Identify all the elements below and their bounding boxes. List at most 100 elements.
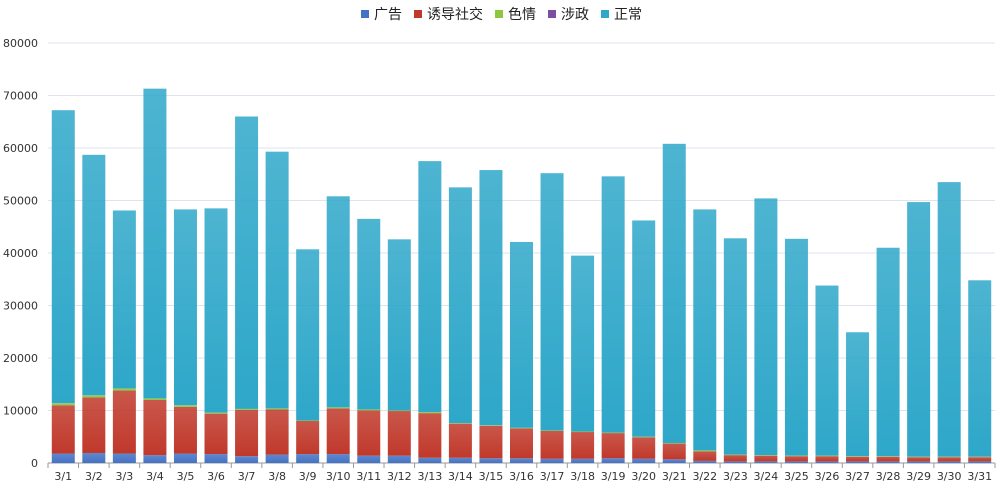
bar-segment bbox=[448, 457, 472, 463]
legend-label: 正常 bbox=[614, 7, 642, 23]
bar-segment bbox=[876, 456, 900, 457]
bar-segment bbox=[387, 411, 411, 456]
bar-segment bbox=[937, 457, 961, 462]
bar-segment bbox=[907, 457, 931, 462]
bar-segment bbox=[418, 412, 442, 414]
x-tick-label: 3/9 bbox=[299, 470, 317, 483]
bar-segment bbox=[510, 241, 533, 428]
legend-item: 广告 bbox=[361, 4, 402, 24]
bar-segment bbox=[418, 161, 442, 413]
legend-label: 涉政 bbox=[561, 7, 589, 23]
y-tick-label: 30000 bbox=[3, 300, 38, 313]
x-tick-label: 3/13 bbox=[418, 470, 443, 483]
bar-segment bbox=[51, 453, 75, 463]
legend-label: 诱导社交 bbox=[427, 7, 483, 23]
y-tick-label: 60000 bbox=[3, 142, 38, 155]
x-tick-label: 3/1 bbox=[54, 470, 72, 483]
bar-segment bbox=[907, 456, 931, 458]
bar-segment bbox=[265, 151, 289, 409]
x-tick-label: 3/19 bbox=[601, 470, 626, 483]
bar-segment bbox=[601, 458, 625, 463]
bar-segment bbox=[143, 455, 167, 463]
y-tick-label: 50000 bbox=[3, 195, 38, 208]
bar-segment bbox=[754, 461, 778, 463]
bar-segment bbox=[173, 453, 197, 463]
bar-segment bbox=[82, 453, 106, 463]
bar-segment bbox=[693, 450, 717, 452]
bar-segment bbox=[754, 455, 778, 456]
x-tick-label: 3/8 bbox=[268, 470, 286, 483]
bar-segment bbox=[693, 460, 717, 463]
chart-legend: 广告 诱导社交 色情 涉政 正常 bbox=[0, 4, 1003, 24]
bar-segment bbox=[662, 143, 686, 444]
legend-label: 广告 bbox=[374, 7, 402, 23]
bar-segment bbox=[387, 239, 411, 411]
bar-segment bbox=[173, 406, 197, 454]
x-tick-label: 3/20 bbox=[631, 470, 656, 483]
bar-segment bbox=[326, 407, 350, 409]
bar-segment bbox=[723, 455, 747, 462]
bar-segment bbox=[693, 451, 717, 461]
bar-segment bbox=[937, 456, 961, 458]
y-tick-label: 70000 bbox=[3, 90, 38, 103]
bar-segment bbox=[662, 459, 686, 463]
x-tick-label: 3/4 bbox=[146, 470, 164, 483]
legend-item: 诱导社交 bbox=[414, 4, 483, 24]
x-tick-label: 3/11 bbox=[356, 470, 381, 483]
bar-segment bbox=[723, 454, 747, 456]
bar-segment bbox=[632, 436, 656, 438]
x-tick-label: 3/22 bbox=[692, 470, 717, 483]
bar-segment bbox=[723, 238, 747, 455]
bar-segment bbox=[571, 431, 595, 433]
bars bbox=[51, 88, 992, 463]
bar-segment bbox=[510, 428, 533, 459]
bar-segment bbox=[357, 218, 381, 410]
bar-segment bbox=[723, 461, 747, 463]
bar-segment bbox=[937, 182, 961, 457]
bar-segment bbox=[265, 408, 289, 410]
bar-segment bbox=[968, 280, 992, 457]
bar-segment bbox=[754, 455, 778, 462]
bar-segment bbox=[265, 409, 289, 455]
bar-segment bbox=[784, 461, 808, 463]
bar-segment bbox=[204, 454, 228, 463]
legend-item: 色情 bbox=[495, 4, 536, 24]
bar-segment bbox=[846, 456, 870, 462]
y-tick-label: 0 bbox=[31, 457, 38, 470]
bar-segment bbox=[326, 196, 350, 408]
bar-segment bbox=[693, 209, 717, 451]
bar-segment bbox=[82, 395, 106, 398]
bar-segment bbox=[784, 456, 808, 462]
x-tick-label: 3/24 bbox=[754, 470, 779, 483]
x-tick-label: 3/18 bbox=[570, 470, 595, 483]
bar-segment bbox=[112, 390, 136, 454]
bar-segment bbox=[235, 456, 259, 463]
bar-segment bbox=[112, 388, 136, 391]
legend-swatch bbox=[601, 10, 609, 18]
bar-segment bbox=[876, 456, 900, 462]
x-tick-label: 3/31 bbox=[967, 470, 992, 483]
bar-segment bbox=[846, 456, 870, 457]
x-tick-label: 3/2 bbox=[85, 470, 103, 483]
bar-segment bbox=[662, 443, 686, 460]
bar-segment bbox=[571, 458, 595, 463]
bar-segment bbox=[448, 187, 472, 424]
bar-segment bbox=[632, 220, 656, 437]
bar-segment bbox=[815, 455, 839, 457]
bar-segment bbox=[479, 425, 503, 459]
bar-segment bbox=[540, 430, 564, 431]
x-tick-label: 3/3 bbox=[116, 470, 134, 483]
y-tick-label: 10000 bbox=[3, 405, 38, 418]
bar-segment bbox=[143, 88, 167, 399]
x-tick-label: 3/7 bbox=[238, 470, 256, 483]
bar-segment bbox=[968, 456, 992, 458]
legend-swatch bbox=[548, 10, 556, 18]
bar-segment bbox=[82, 154, 106, 396]
bar-segment bbox=[235, 409, 259, 457]
x-tick-label: 3/21 bbox=[662, 470, 687, 483]
y-axis: 0 10000 20000 30000 40000 50000 60000 70000 8000… bbox=[3, 37, 38, 470]
bar-segment bbox=[510, 427, 533, 429]
bar-segment bbox=[876, 461, 900, 463]
bar-segment bbox=[326, 454, 350, 463]
